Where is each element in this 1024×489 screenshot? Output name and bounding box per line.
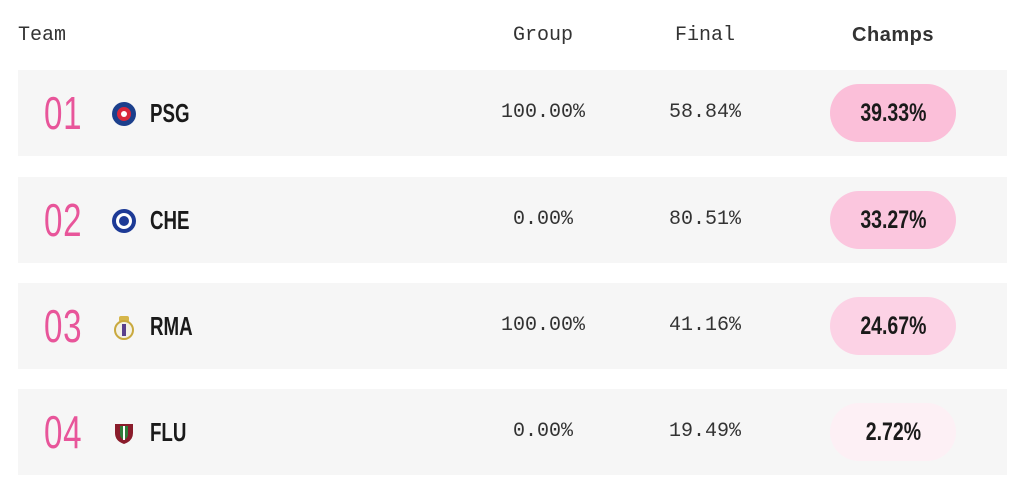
final-pct: 41.16% — [668, 314, 742, 337]
header-champs: Champs — [852, 24, 934, 46]
champs-pct: 2.72% — [865, 417, 921, 446]
rank: 04 — [44, 406, 83, 458]
rank: 03 — [44, 300, 83, 352]
final-pct: 58.84% — [668, 101, 742, 124]
team-name: RMA — [150, 311, 193, 341]
header-team: Team — [18, 24, 67, 47]
champs-pct: 39.33% — [859, 98, 927, 127]
group-pct: 100.00% — [500, 101, 586, 124]
team-logo — [115, 424, 133, 444]
group-pct: 0.00% — [512, 208, 574, 231]
champs-pill: 24.67% — [830, 297, 956, 355]
header-group: Group — [512, 24, 574, 47]
group-pct: 0.00% — [512, 420, 574, 443]
team-name: CHE — [150, 205, 190, 235]
table-row: 02 CHE 0.00% 80.51% 33.27% — [18, 177, 1007, 263]
team-logo — [112, 102, 136, 126]
team-logo — [114, 316, 134, 340]
final-pct: 80.51% — [668, 208, 742, 231]
champs-pill: 2.72% — [830, 403, 956, 461]
rank: 02 — [44, 194, 83, 246]
final-pct: 19.49% — [668, 420, 742, 443]
team-logo — [112, 209, 136, 233]
header-final: Final — [674, 24, 736, 47]
champs-pct: 33.27% — [859, 205, 927, 234]
champs-pill: 33.27% — [830, 191, 956, 249]
table-row: 04 FLU 0.00% 19.49% 2.72% — [18, 389, 1007, 475]
champs-pct: 24.67% — [859, 311, 927, 340]
team-name: PSG — [150, 98, 190, 128]
table-row: 01 PSG 100.00% 58.84% 39.33% — [18, 70, 1007, 156]
champs-pill: 39.33% — [830, 84, 956, 142]
group-pct: 100.00% — [500, 314, 586, 337]
team-name: FLU — [150, 417, 187, 447]
rank: 01 — [44, 87, 83, 139]
table-row: 03 RMA 100.00% 41.16% 24.67% — [18, 283, 1007, 369]
